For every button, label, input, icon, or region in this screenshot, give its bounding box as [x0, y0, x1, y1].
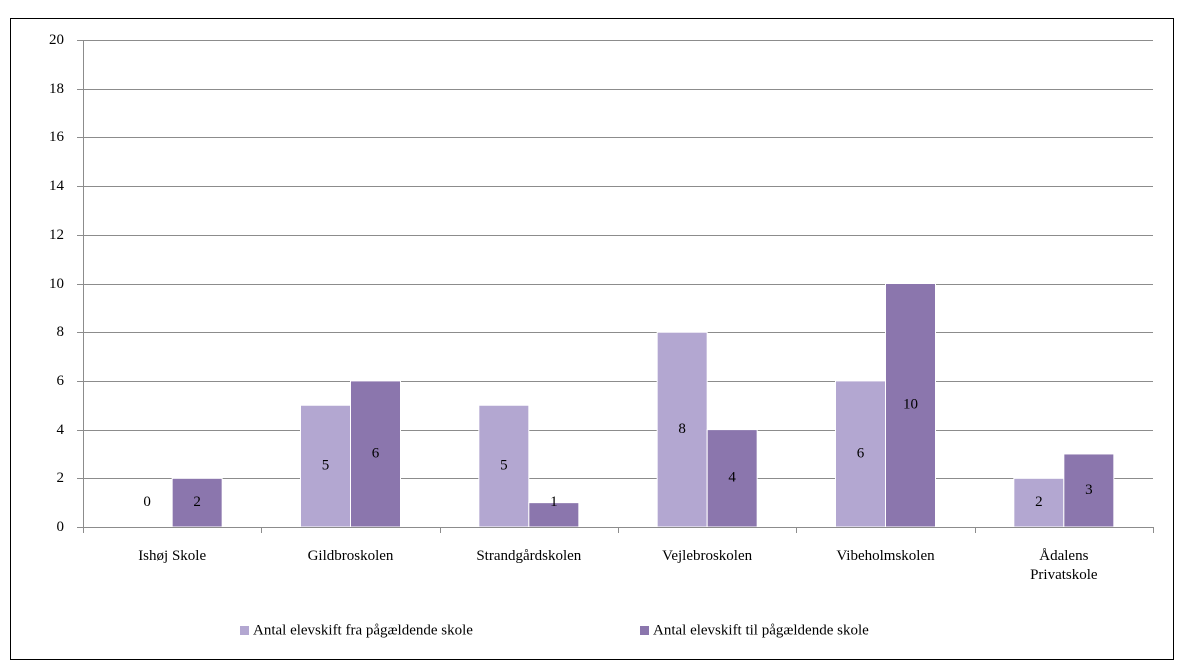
y-tick-label: 20 — [49, 32, 64, 48]
bar — [478, 404, 530, 528]
y-tick-label: 14 — [49, 178, 65, 194]
data-label: 3 — [1085, 482, 1093, 498]
bar — [835, 380, 886, 528]
bar — [171, 477, 223, 528]
data-label: 8 — [678, 421, 686, 437]
y-tick-label: 18 — [49, 81, 64, 97]
y-tick-label: 10 — [49, 276, 64, 292]
bar — [528, 502, 580, 528]
data-label: 6 — [857, 445, 865, 461]
y-tick-label: 0 — [57, 519, 65, 535]
legend-label: Antal elevskift til pågældende skole — [653, 622, 869, 638]
data-label: 1 — [550, 494, 558, 510]
bar — [706, 429, 758, 528]
x-tick-label: Vibeholmskolen — [836, 548, 935, 564]
data-label: 0 — [143, 494, 151, 510]
y-tick-label: 2 — [57, 470, 65, 486]
data-label: 6 — [372, 445, 380, 461]
data-label: 10 — [903, 397, 918, 413]
x-tick-label: Strandgårdskolen — [476, 548, 582, 564]
bar — [300, 404, 351, 528]
x-tick-label: Vejlebroskolen — [662, 548, 753, 564]
data-label: 5 — [500, 458, 508, 474]
data-label: 4 — [728, 470, 736, 486]
bar — [1013, 477, 1065, 528]
bar — [885, 283, 936, 528]
y-tick-label: 8 — [57, 324, 65, 340]
x-tick-label: Ådalens Privatskole — [1030, 548, 1098, 583]
bar — [350, 380, 401, 528]
data-label: 2 — [193, 494, 201, 510]
y-tick-label: 6 — [57, 373, 65, 389]
legend-label: Antal elevskift fra pågældende skole — [253, 622, 473, 638]
data-label: 5 — [322, 458, 330, 474]
y-tick-label: 12 — [49, 227, 64, 243]
x-tick-label: Gildbroskolen — [307, 548, 394, 564]
chart-frame — [10, 18, 1174, 660]
data-label: 2 — [1035, 494, 1043, 510]
y-tick-label: 16 — [49, 129, 65, 145]
bar — [1063, 453, 1115, 528]
legend-swatch — [240, 626, 249, 635]
y-tick-label: 4 — [57, 422, 65, 438]
legend-swatch — [640, 626, 649, 635]
x-tick-label: Ishøj Skole — [138, 548, 207, 564]
